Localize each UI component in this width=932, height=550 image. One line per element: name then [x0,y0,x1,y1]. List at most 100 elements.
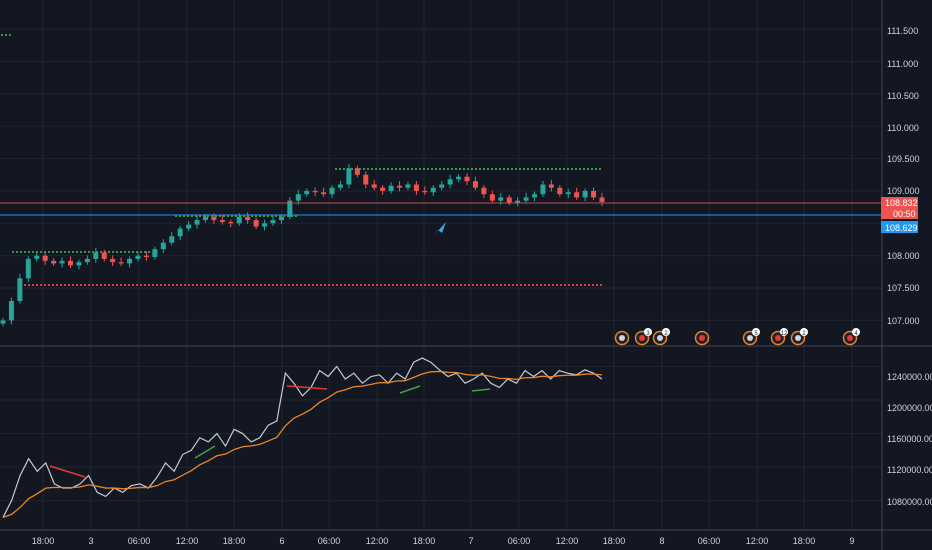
candle-body [548,184,554,188]
level-dot [264,284,266,286]
economic-event-badge[interactable] [614,330,630,346]
price-axis-label: 110.500 [887,91,919,101]
level-dot [599,168,601,170]
price-level-lines [0,202,882,216]
level-dot [203,215,205,217]
level-dot [527,168,529,170]
level-dot [196,284,198,286]
level-dot [180,284,182,286]
candle-body [295,194,301,201]
level-dot [148,251,150,253]
level-dot [371,168,373,170]
level-dot [511,168,513,170]
economic-event-badge[interactable]: 12 [770,328,789,346]
level-dot [132,251,134,253]
level-dot [523,168,525,170]
economic-event-badge[interactable]: 2 [790,328,809,346]
level-dot [108,251,110,253]
level-dot [568,284,570,286]
level-dot [375,168,377,170]
level-dot [532,284,534,286]
price-axis[interactable]: 111.500 111.000 110.500 110.000 109.500 … [887,26,920,326]
level-dot [559,168,561,170]
last-price-value: 108.832 [885,198,918,208]
economic-event-badge[interactable]: 4 [842,328,861,346]
indicator-axis-label: 1160000.000 [887,434,932,444]
economic-event-badge[interactable]: 2 [652,328,671,346]
economic-event-badge[interactable]: 3 [634,328,653,346]
level-dot [160,284,162,286]
indicator-axis[interactable]: 1240000.000 1200000.000 1160000.000 1120… [887,372,932,507]
level-dot [112,251,114,253]
level-dot [284,284,286,286]
level-dot [224,284,226,286]
level-dot [232,284,234,286]
candle-body [489,194,495,201]
level-dot [136,284,138,286]
level-dot [20,251,22,253]
candlestick-series[interactable] [0,163,605,327]
level-dot [543,168,545,170]
level-dot [312,284,314,286]
level-dot [504,284,506,286]
candle-body [76,262,82,266]
level-dot [348,284,350,286]
candle-body [582,190,588,198]
level-dot [24,251,26,253]
event-flag-dot [619,335,625,341]
level-dot [36,284,38,286]
event-count-label: 12 [781,331,788,337]
level-dot [427,168,429,170]
level-dot [80,251,82,253]
level-dot [36,251,38,253]
candle-body [67,260,73,266]
economic-event-badge[interactable]: 5 [742,328,761,346]
candle-body [84,258,90,263]
level-dot [275,215,277,217]
time-axis[interactable]: 18:00 3 06:00 12:00 18:00 6 06:00 12:00 … [32,536,855,546]
event-badges[interactable]: 3 2 5 12 2 4 [614,328,861,346]
time-axis-label: 06:00 [698,536,721,546]
level-dot [104,284,106,286]
level-dot [587,168,589,170]
candle-body [236,216,242,224]
candle-body [430,187,436,193]
time-axis-label: 18:00 [32,536,55,546]
level-dot [88,251,90,253]
event-count-label: 4 [854,331,858,337]
divergence-line-green [194,445,216,459]
candle-body [388,185,394,191]
candle-body [202,216,208,221]
level-dot [164,284,166,286]
level-dot [452,284,454,286]
level-dot [555,168,557,170]
candle-body [127,258,133,264]
candle-body [228,222,234,224]
level-dot [16,251,18,253]
level-dot [140,284,142,286]
level-dot [320,284,322,286]
candle-body [371,184,377,188]
price-axis-label: 109.500 [887,154,920,164]
indicator-pane[interactable] [2,357,603,519]
candle-body [34,255,40,259]
level-dot [52,251,54,253]
economic-event-badge[interactable] [694,330,710,346]
candle-body [169,236,175,243]
level-dot [208,284,210,286]
candle-body [270,220,276,224]
level-dot [547,168,549,170]
candle-body [304,190,310,195]
level-dot [480,284,482,286]
level-dot [479,168,481,170]
event-count-bubble [752,328,760,336]
level-dot [407,168,409,170]
level-dot [519,168,521,170]
time-axis-label: 6 [279,536,284,546]
candle-body [194,220,200,225]
level-dot [411,168,413,170]
level-dot [128,251,130,253]
level-dot [592,284,594,286]
